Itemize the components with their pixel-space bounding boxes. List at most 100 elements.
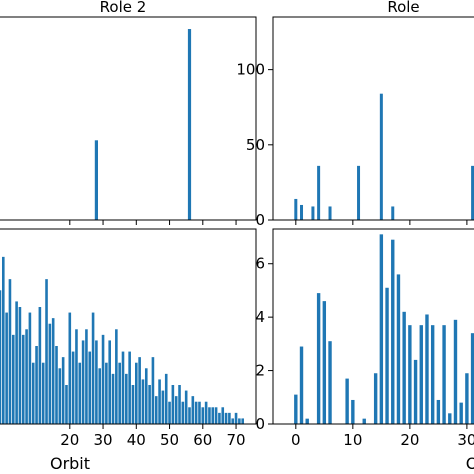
bar xyxy=(141,379,145,424)
bar xyxy=(357,165,361,220)
bar xyxy=(101,334,105,424)
bar xyxy=(51,318,55,424)
bar xyxy=(379,93,383,220)
bar xyxy=(471,165,474,220)
chart-panel-4: 0 2 4 6 0 10 20 30 O xyxy=(255,228,474,473)
bar xyxy=(322,301,327,424)
bar xyxy=(194,401,198,424)
bar xyxy=(25,329,28,424)
x-tick-label: 30 xyxy=(94,431,113,449)
bar xyxy=(204,401,208,424)
bar xyxy=(453,319,458,424)
bar xyxy=(436,399,441,424)
bar xyxy=(241,418,244,424)
bar xyxy=(128,351,131,424)
bar xyxy=(198,401,201,424)
x-tick-label: 60 xyxy=(193,431,212,449)
bar xyxy=(2,256,5,424)
bar xyxy=(181,401,185,424)
bar xyxy=(413,359,418,424)
bar xyxy=(48,323,52,424)
bar xyxy=(425,314,429,424)
bar xyxy=(351,399,355,424)
bar xyxy=(91,312,95,424)
bar xyxy=(379,234,384,424)
chart-panel-1: Role 2 xyxy=(0,0,257,225)
bar xyxy=(98,368,102,424)
axes-frame xyxy=(0,228,257,425)
bar xyxy=(391,206,395,220)
bar xyxy=(362,418,366,424)
bar xyxy=(316,293,321,424)
y-tick-label: 100 xyxy=(236,61,265,79)
bar xyxy=(238,418,241,424)
bar xyxy=(95,340,98,424)
bar xyxy=(345,378,349,424)
x-tick-label: 70 xyxy=(227,431,246,449)
bar xyxy=(465,373,469,424)
bar xyxy=(65,385,68,424)
x-tick-label: 30 xyxy=(457,431,474,449)
bar xyxy=(81,340,85,424)
bar xyxy=(108,340,111,424)
bar xyxy=(174,396,178,424)
bar xyxy=(191,396,195,424)
bar xyxy=(442,325,446,424)
bar xyxy=(470,333,474,424)
bar xyxy=(88,351,92,424)
chart-panel-3: 20 30 40 50 60 70 Orbit xyxy=(0,228,257,473)
bar xyxy=(71,351,75,424)
bar xyxy=(168,401,171,424)
bar xyxy=(118,362,121,424)
bar xyxy=(151,357,155,424)
bar xyxy=(111,373,115,424)
bar xyxy=(0,290,2,424)
bar xyxy=(201,407,205,424)
y-tick-label: 4 xyxy=(255,308,265,326)
bar xyxy=(459,402,463,424)
y-tick-label: 2 xyxy=(255,362,265,380)
bar xyxy=(294,394,298,424)
bar xyxy=(164,373,168,424)
axes-frame xyxy=(0,16,257,221)
bar xyxy=(148,385,151,424)
bar xyxy=(211,407,215,424)
bar xyxy=(41,362,45,424)
bar xyxy=(214,407,218,424)
x-tick-label: 10 xyxy=(343,431,362,449)
bar xyxy=(224,412,228,424)
axes-frame xyxy=(272,228,474,425)
chart-title: Role 2 xyxy=(100,0,147,16)
bar xyxy=(299,346,304,424)
bar xyxy=(121,351,125,424)
bar xyxy=(294,198,298,220)
y-tick-label: 50 xyxy=(246,136,265,154)
bar xyxy=(125,373,128,424)
x-tick-label: 20 xyxy=(60,431,79,449)
x-tick-label: 0 xyxy=(291,431,301,449)
bar xyxy=(18,307,22,424)
bar xyxy=(385,287,389,424)
bar xyxy=(328,341,332,424)
bar xyxy=(35,346,38,424)
bar xyxy=(15,301,18,424)
bar xyxy=(115,329,118,424)
bar xyxy=(138,357,141,424)
bar xyxy=(45,279,48,424)
bar xyxy=(402,311,406,424)
y-tick-label: 0 xyxy=(255,415,265,433)
bar xyxy=(131,385,135,424)
x-tick-label: 40 xyxy=(127,431,146,449)
x-axis-label: O xyxy=(466,454,474,473)
bar xyxy=(300,204,304,220)
axes-frame xyxy=(272,16,474,221)
bar xyxy=(408,325,412,424)
bar xyxy=(171,385,175,424)
bar xyxy=(31,362,35,424)
bar xyxy=(75,329,78,424)
bar xyxy=(328,206,332,220)
bar xyxy=(144,368,148,424)
x-tick-label: 50 xyxy=(160,431,179,449)
bar xyxy=(135,362,138,424)
